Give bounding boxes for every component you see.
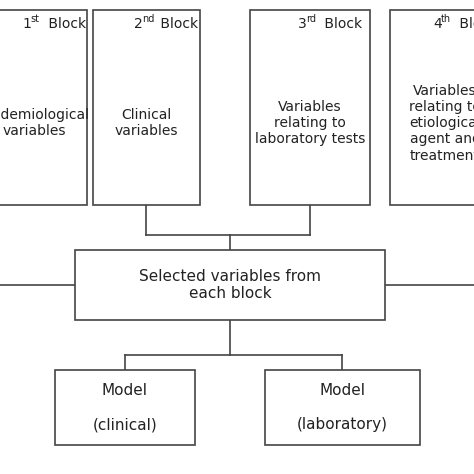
Text: nd: nd bbox=[143, 14, 155, 24]
Bar bbox=[250, 10, 370, 205]
Bar bbox=[0, 10, 87, 205]
Text: Block: Block bbox=[455, 17, 474, 31]
Text: 4: 4 bbox=[433, 17, 442, 31]
Text: Selected variables from
each block: Selected variables from each block bbox=[139, 269, 321, 301]
Bar bbox=[265, 370, 420, 445]
Text: rd: rd bbox=[306, 14, 316, 24]
Bar bbox=[55, 370, 195, 445]
Text: st: st bbox=[30, 14, 39, 24]
Bar bbox=[390, 10, 474, 205]
Text: 2: 2 bbox=[135, 17, 143, 31]
Text: Block: Block bbox=[45, 17, 87, 31]
Text: th: th bbox=[441, 14, 451, 24]
Text: Block: Block bbox=[156, 17, 199, 31]
Text: Variables
relating to
laboratory tests: Variables relating to laboratory tests bbox=[255, 100, 365, 146]
Text: Model

(clinical): Model (clinical) bbox=[92, 383, 157, 432]
Text: Model

(laboratory): Model (laboratory) bbox=[297, 383, 388, 432]
Text: 1: 1 bbox=[22, 17, 31, 31]
Bar bbox=[75, 250, 385, 320]
Bar bbox=[93, 10, 200, 205]
Text: Block: Block bbox=[320, 17, 362, 31]
Text: Epidemiological
variables: Epidemiological variables bbox=[0, 108, 90, 138]
Text: 3: 3 bbox=[298, 17, 307, 31]
Text: Clinical
variables: Clinical variables bbox=[115, 108, 178, 138]
Text: Variables
relating to
etiological
agent and
treatment: Variables relating to etiological agent … bbox=[409, 84, 474, 163]
